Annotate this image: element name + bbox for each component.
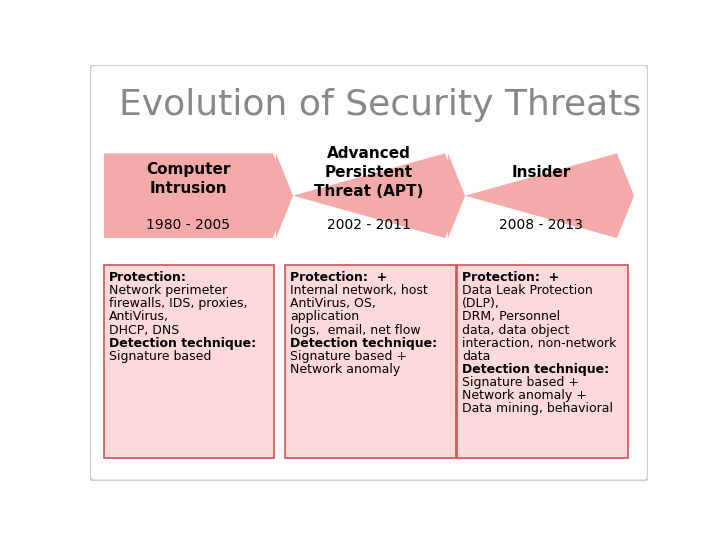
Polygon shape <box>104 153 290 238</box>
Text: Evolution of Security Threats: Evolution of Security Threats <box>120 88 642 122</box>
Text: DRM, Personnel: DRM, Personnel <box>462 310 560 323</box>
Text: Detection technique:: Detection technique: <box>109 336 256 349</box>
FancyBboxPatch shape <box>285 265 456 457</box>
Text: Protection:  +: Protection: + <box>462 271 559 284</box>
Text: Data Leak Protection: Data Leak Protection <box>462 284 593 297</box>
Text: 1980 - 2005: 1980 - 2005 <box>146 218 230 232</box>
Text: AntiVirus, OS,: AntiVirus, OS, <box>290 298 376 310</box>
Text: Signature based: Signature based <box>109 350 211 363</box>
Text: Advanced
Persistent
Threat (APT): Advanced Persistent Threat (APT) <box>315 146 423 199</box>
Text: 2008 - 2013: 2008 - 2013 <box>499 218 583 232</box>
Polygon shape <box>276 153 462 238</box>
Text: firewalls, IDS, proxies,: firewalls, IDS, proxies, <box>109 298 247 310</box>
Text: Detection technique:: Detection technique: <box>290 336 437 349</box>
Text: Insider: Insider <box>511 165 571 180</box>
Text: 2002 - 2011: 2002 - 2011 <box>327 218 411 232</box>
Text: DHCP, DNS: DHCP, DNS <box>109 323 179 336</box>
Text: data, data object: data, data object <box>462 323 570 336</box>
FancyBboxPatch shape <box>104 265 274 457</box>
Text: logs,  email, net flow: logs, email, net flow <box>290 323 420 336</box>
Text: interaction, non-network: interaction, non-network <box>462 336 616 349</box>
Text: (DLP),: (DLP), <box>462 298 500 310</box>
Text: AntiVirus,: AntiVirus, <box>109 310 168 323</box>
Text: Network anomaly: Network anomaly <box>290 363 400 376</box>
Text: Signature based +: Signature based + <box>462 376 579 389</box>
Text: data: data <box>462 350 490 363</box>
Text: Signature based +: Signature based + <box>290 350 407 363</box>
Text: Network perimeter: Network perimeter <box>109 284 227 297</box>
Text: Detection technique:: Detection technique: <box>462 363 609 376</box>
Text: Protection:: Protection: <box>109 271 186 284</box>
Text: Network anomaly +: Network anomaly + <box>462 389 587 402</box>
Text: Internal network, host: Internal network, host <box>290 284 428 297</box>
Text: Computer
Intrusion: Computer Intrusion <box>146 162 230 195</box>
Text: Protection:  +: Protection: + <box>290 271 387 284</box>
FancyBboxPatch shape <box>90 65 648 481</box>
Text: Data mining, behavioral: Data mining, behavioral <box>462 402 613 415</box>
Polygon shape <box>448 153 634 238</box>
FancyBboxPatch shape <box>457 265 628 457</box>
Text: application: application <box>290 310 359 323</box>
